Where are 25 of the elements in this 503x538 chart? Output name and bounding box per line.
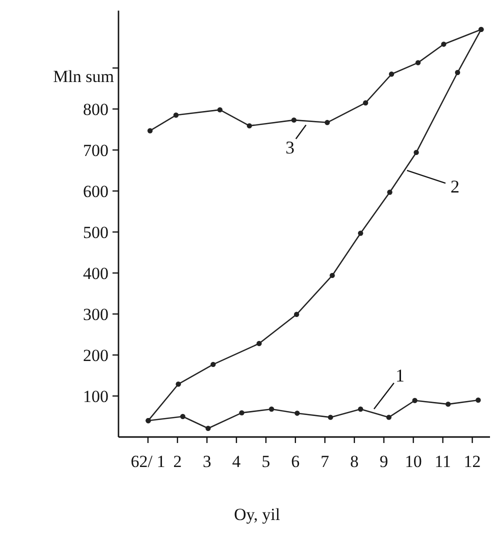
y-tick-label: 500 bbox=[83, 222, 108, 242]
x-tick-label: 9 bbox=[380, 452, 388, 471]
y-tick-label: 300 bbox=[83, 304, 108, 324]
x-tick-label: 4 bbox=[232, 452, 242, 471]
x-axis-title: Oy, yil bbox=[234, 505, 280, 524]
x-tick-label: 2 bbox=[173, 452, 182, 471]
y-axis-title: Mln sum bbox=[53, 67, 114, 86]
x-tick-label: 10 bbox=[404, 452, 422, 471]
x-tick-label: 8 bbox=[350, 452, 359, 471]
y-tick-label: 600 bbox=[83, 182, 108, 201]
x-tick-label: 11 bbox=[434, 452, 452, 471]
x-tick-label: 7 bbox=[320, 452, 330, 471]
x-tick-label: 6 bbox=[291, 452, 300, 471]
x-tick-label: 5 bbox=[262, 452, 270, 471]
y-tick-label: 400 bbox=[83, 264, 108, 283]
series-label: 3 bbox=[286, 137, 294, 158]
y-tick-label: 700 bbox=[83, 140, 108, 160]
y-tick-label: 100 bbox=[83, 386, 108, 406]
series-label: 1 bbox=[396, 365, 404, 386]
text: 2 bbox=[450, 176, 460, 197]
x-tick-label: 62/ 1 bbox=[130, 452, 166, 471]
y-tick-label: 200 bbox=[83, 346, 108, 365]
y-tick-label: 800 bbox=[83, 100, 108, 119]
x-tick-label: 3 bbox=[202, 452, 212, 471]
x-tick-label: 12 bbox=[464, 452, 481, 471]
